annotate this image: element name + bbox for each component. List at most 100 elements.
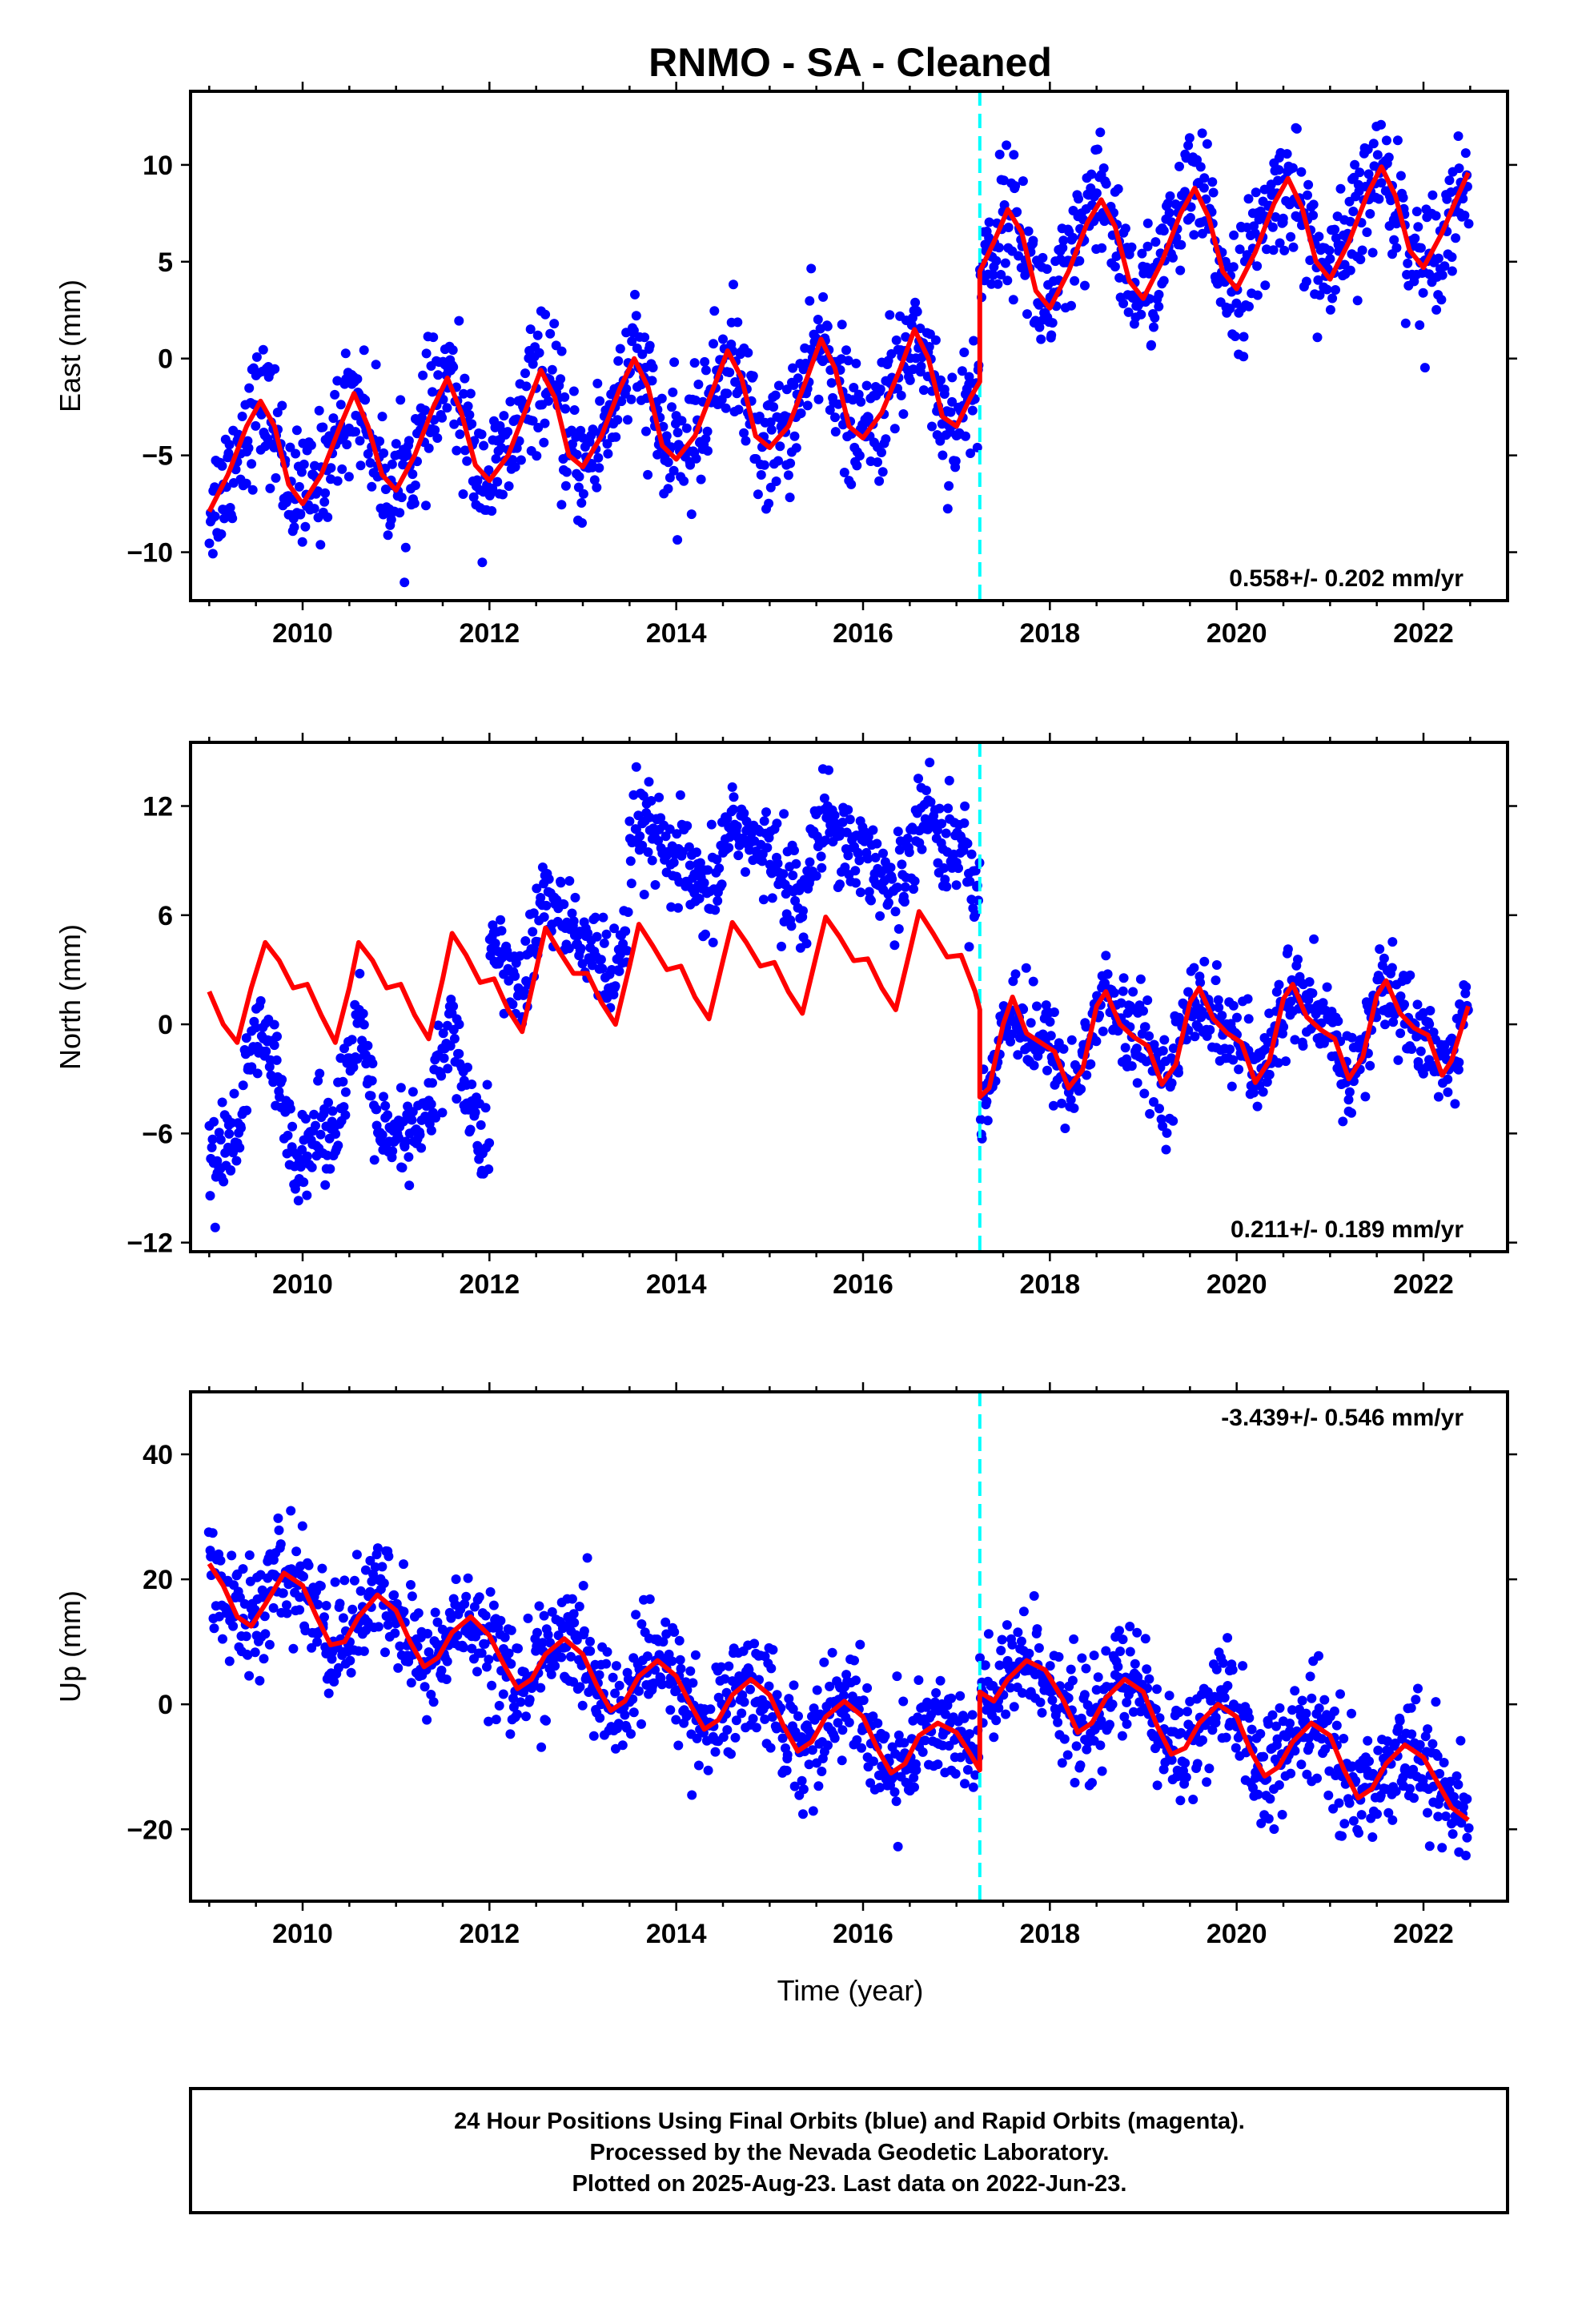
y-tick-label: −6 — [142, 1119, 173, 1149]
data-point — [431, 1112, 441, 1123]
data-point — [1174, 161, 1184, 171]
data-point — [312, 1637, 323, 1647]
data-point — [1113, 1662, 1123, 1672]
data-point — [1003, 223, 1014, 232]
data-point — [583, 928, 593, 939]
data-point — [1392, 135, 1403, 146]
data-point — [333, 1663, 343, 1673]
data-point — [917, 844, 927, 854]
data-point — [332, 476, 343, 486]
data-point — [504, 1648, 514, 1659]
data-point — [1464, 219, 1474, 229]
data-point — [1279, 245, 1290, 255]
data-point — [243, 1650, 253, 1660]
data-point — [1102, 969, 1113, 979]
data-point — [1135, 974, 1146, 984]
data-point — [1116, 998, 1126, 1008]
data-point — [684, 842, 694, 852]
data-point — [467, 1080, 477, 1089]
data-point — [244, 383, 255, 393]
data-point — [1207, 1725, 1218, 1735]
data-point — [818, 292, 829, 302]
data-point — [569, 1618, 580, 1628]
data-point — [537, 1638, 548, 1648]
x-tick-label: 2014 — [646, 1919, 707, 1949]
data-point — [1024, 1648, 1034, 1659]
data-point — [902, 834, 913, 843]
data-point — [1253, 1789, 1263, 1799]
data-point — [1097, 243, 1107, 253]
data-point — [889, 424, 900, 434]
data-point — [309, 1109, 319, 1120]
data-point — [667, 1656, 677, 1667]
data-point — [1410, 233, 1420, 243]
data-point — [730, 1732, 741, 1743]
data-point — [820, 835, 830, 846]
data-point — [1081, 1022, 1091, 1032]
data-point — [1185, 212, 1195, 223]
data-point — [661, 1629, 672, 1639]
data-point — [1415, 1046, 1426, 1056]
data-point — [718, 334, 728, 344]
data-point — [988, 270, 998, 280]
data-point — [1445, 1776, 1456, 1787]
data-point — [691, 453, 701, 464]
data-point — [722, 814, 733, 824]
data-point — [891, 335, 901, 345]
data-point — [470, 1108, 480, 1118]
x-tick-label: 2020 — [1207, 1269, 1267, 1300]
data-point — [346, 1667, 356, 1678]
data-point — [1022, 309, 1032, 320]
data-point — [915, 324, 926, 333]
data-point — [448, 1001, 459, 1011]
data-point — [480, 1103, 491, 1113]
data-point — [1029, 1060, 1039, 1071]
data-point — [1367, 1832, 1378, 1842]
data-point — [875, 1783, 885, 1793]
data-point — [327, 1106, 338, 1116]
data-point — [455, 429, 465, 440]
data-point — [1239, 332, 1249, 342]
data-point — [594, 463, 604, 473]
data-point — [724, 842, 734, 853]
data-point — [1256, 1818, 1267, 1828]
data-point — [296, 467, 307, 477]
data-point — [1259, 1751, 1269, 1762]
data-point — [428, 387, 437, 397]
data-point — [1228, 1000, 1239, 1011]
x-tick-label: 2010 — [272, 618, 333, 649]
data-point — [408, 469, 418, 480]
data-point — [693, 1760, 704, 1771]
data-point — [980, 1660, 990, 1671]
footer-box — [189, 2087, 1509, 2214]
data-point — [1066, 300, 1076, 311]
data-point — [768, 1645, 778, 1655]
data-point — [261, 1046, 271, 1056]
data-point — [1322, 982, 1332, 992]
data-point — [1034, 322, 1045, 332]
data-point — [428, 332, 439, 343]
data-point — [1133, 1672, 1143, 1683]
data-point — [1290, 1035, 1300, 1045]
data-point — [303, 1560, 314, 1570]
data-point — [1204, 1763, 1215, 1774]
data-point — [1364, 1756, 1374, 1767]
data-point — [556, 1652, 567, 1663]
data-point — [994, 149, 1005, 159]
data-point — [482, 1080, 492, 1090]
data-point — [709, 306, 720, 316]
data-point — [661, 1617, 671, 1627]
data-point — [1325, 254, 1335, 264]
data-point — [577, 518, 587, 528]
data-point — [835, 879, 845, 890]
data-point — [853, 389, 864, 400]
data-point — [491, 453, 501, 464]
data-point — [745, 1684, 755, 1695]
data-point — [1339, 1734, 1349, 1743]
data-point — [1101, 179, 1111, 189]
data-point — [277, 1075, 287, 1085]
data-point — [367, 1076, 377, 1086]
data-point — [1460, 148, 1471, 159]
data-point — [1239, 352, 1249, 362]
data-point — [432, 433, 443, 443]
